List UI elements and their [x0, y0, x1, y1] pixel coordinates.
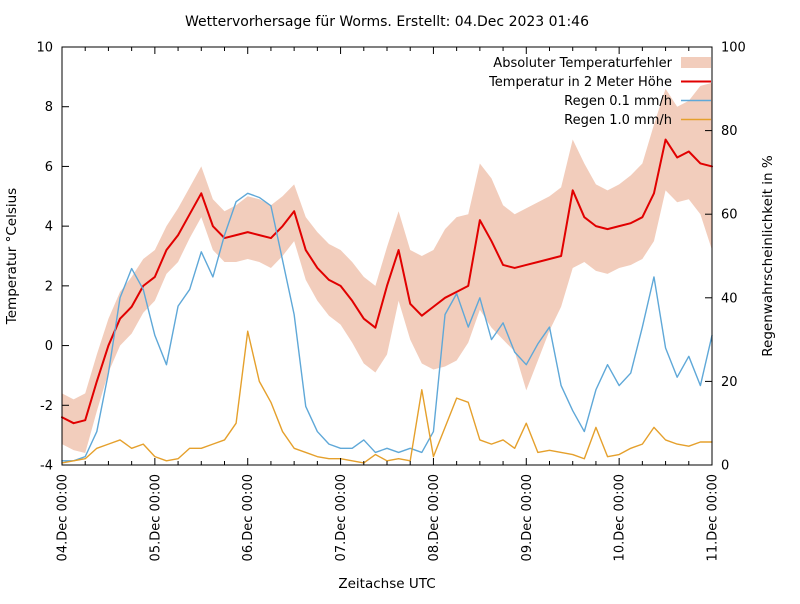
y-right-tick-label: 40	[721, 291, 738, 306]
y-left-tick-label: -4	[40, 459, 53, 474]
x-tick-label: 05.Dec 00:00	[148, 474, 163, 561]
x-tick-label: 09.Dec 00:00	[520, 474, 535, 561]
y-left-tick-label: 8	[45, 100, 53, 115]
y-axis-label-left: Temperatur °Celsius	[4, 188, 20, 325]
legend-entry-temperature-2m: Temperatur in 2 Meter Höhe	[488, 75, 711, 90]
y-right-tick-label: 20	[721, 375, 738, 390]
legend-entry-temperature-error-band: Absoluter Temperaturfehler	[493, 56, 711, 71]
series-rain-0-1-mmh	[61, 192, 713, 462]
chart-title: Wettervorhersage für Worms. Erstellt: 04…	[185, 14, 589, 30]
legend-swatch-band	[681, 57, 711, 68]
y-left-tick-label: -2	[40, 399, 53, 414]
legend-label: Regen 1.0 mm/h	[564, 113, 672, 128]
legend-label: Absoluter Temperaturfehler	[493, 56, 672, 71]
legend: Absoluter Temperaturfehler Temperatur in …	[488, 56, 711, 128]
x-tick-label: 04.Dec 00:00	[56, 474, 71, 561]
x-tick-label: 11.Dec 00:00	[706, 474, 721, 561]
y-left-tick-label: 10	[36, 41, 53, 56]
legend-entry-rain-0-1-mmh: Regen 0.1 mm/h	[564, 94, 711, 109]
y-right-tick-label: 0	[721, 459, 729, 474]
series-temperature-error-band	[62, 82, 712, 454]
y-right-tick-label: 100	[721, 41, 746, 56]
x-axis-label: Zeitachse UTC	[338, 576, 435, 592]
series-rain-1-0-mmh	[61, 330, 713, 464]
x-tick-label: 08.Dec 00:00	[427, 474, 442, 561]
y-left-tick-label: 6	[45, 160, 53, 175]
y-left-tick-label: 0	[45, 339, 53, 354]
legend-label: Temperatur in 2 Meter Höhe	[488, 75, 672, 90]
legend-label: Regen 0.1 mm/h	[564, 94, 672, 109]
y-left-tick-label: 2	[45, 279, 53, 294]
y-right-tick-label: 80	[721, 124, 738, 139]
y-right-tick-label: 60	[721, 208, 738, 223]
y-axis-label-right: Regenwahrscheinlichkeit in %	[760, 155, 776, 357]
series-temperature-2m	[61, 138, 713, 425]
axis-ticks	[61, 46, 713, 466]
x-tick-label: 10.Dec 00:00	[613, 474, 628, 561]
legend-entry-rain-1-0-mmh: Regen 1.0 mm/h	[564, 113, 711, 128]
y-left-tick-label: 4	[45, 220, 53, 235]
x-tick-label: 06.Dec 00:00	[241, 474, 256, 561]
x-tick-label: 07.Dec 00:00	[334, 474, 349, 561]
